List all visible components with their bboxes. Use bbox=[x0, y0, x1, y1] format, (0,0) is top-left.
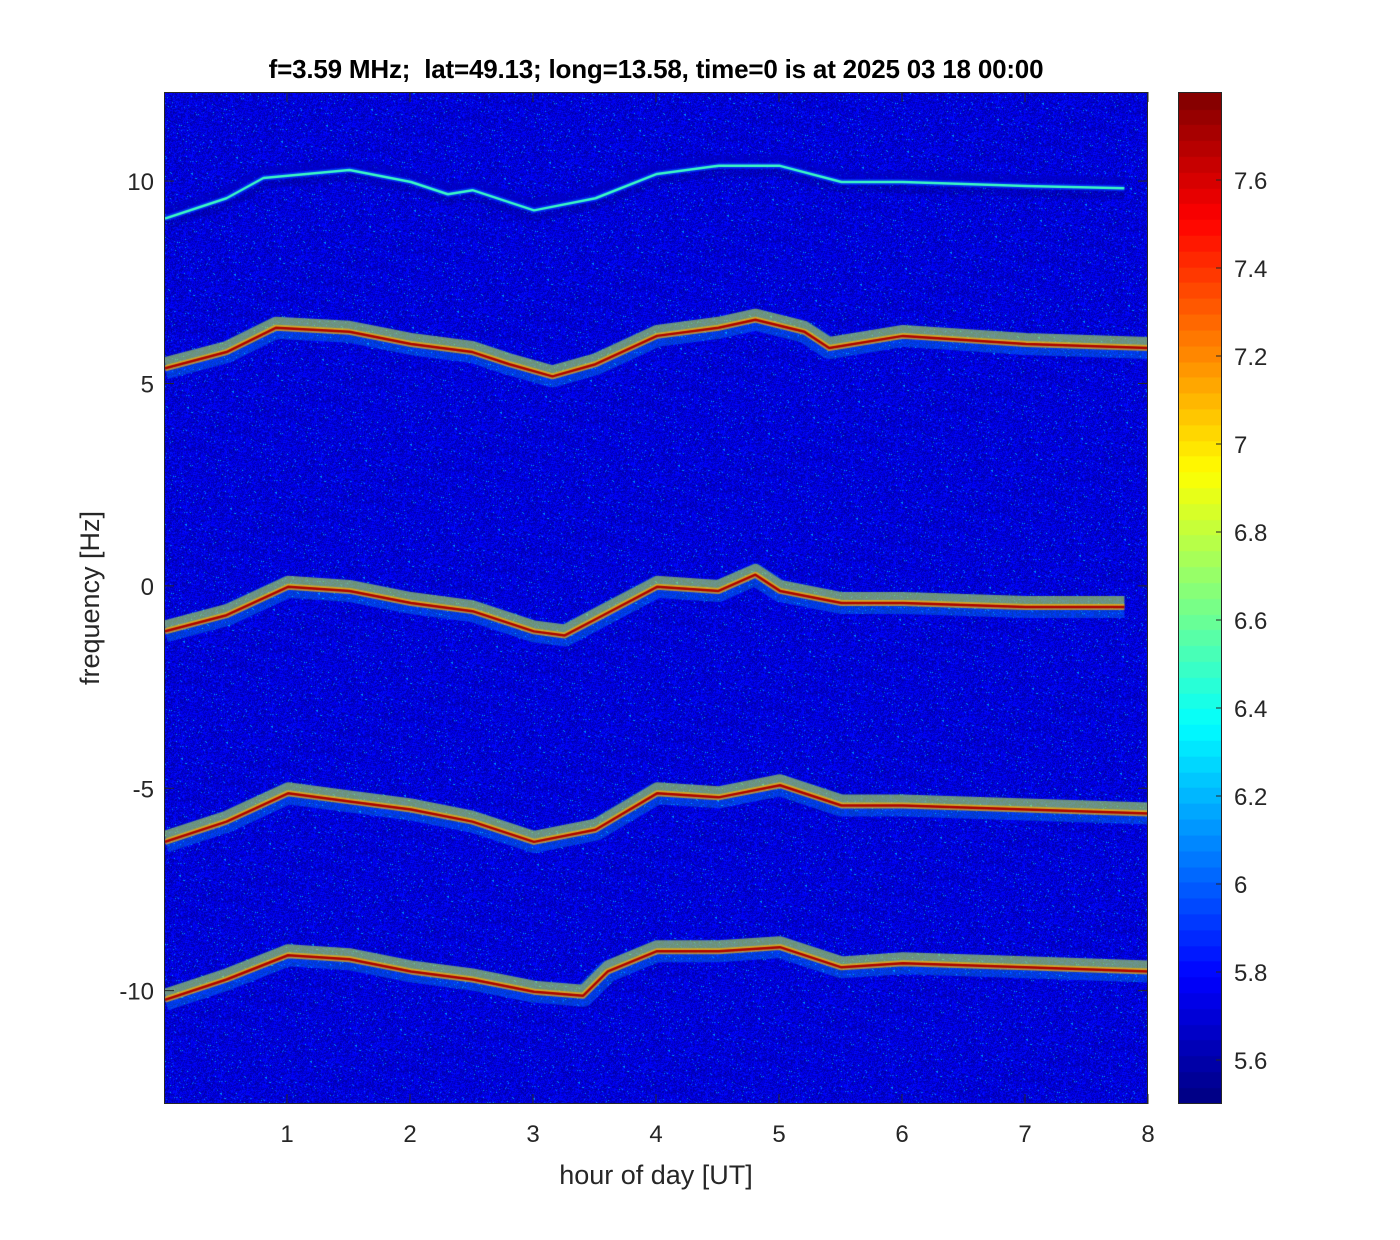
y-tick-label: -5 bbox=[133, 776, 154, 803]
colorbar-tick-label: 7 bbox=[1234, 432, 1247, 459]
colorbar-tick-label: 6.8 bbox=[1234, 520, 1267, 547]
y-tick-label: 5 bbox=[141, 371, 154, 398]
x-tick-label: 1 bbox=[280, 1121, 293, 1148]
x-axis-label: hour of day [UT] bbox=[559, 1160, 753, 1190]
x-tick-label: 8 bbox=[1141, 1121, 1154, 1148]
x-tick-label: 3 bbox=[526, 1121, 539, 1148]
y-tick-label: 0 bbox=[141, 574, 154, 601]
colorbar-tick-label: 5.8 bbox=[1234, 960, 1267, 987]
x-tick-label: 6 bbox=[895, 1121, 908, 1148]
x-tick-label: 2 bbox=[403, 1121, 416, 1148]
chart-title: f=3.59 MHz; lat=49.13; long=13.58, time=… bbox=[268, 54, 1044, 84]
x-tick-label: 7 bbox=[1018, 1121, 1031, 1148]
colorbar-tick-label: 7.4 bbox=[1234, 256, 1267, 283]
x-tick-label: 4 bbox=[649, 1121, 662, 1148]
plot-area bbox=[164, 92, 1148, 1104]
colorbar-tick-label: 5.6 bbox=[1234, 1048, 1267, 1075]
colorbar-tick-label: 6.2 bbox=[1234, 784, 1267, 811]
colorbar-tick-label: 7.2 bbox=[1234, 344, 1267, 371]
colorbar-tick-label: 6.4 bbox=[1234, 696, 1267, 723]
y-tick-label: 10 bbox=[127, 169, 154, 196]
colorbar-tick-label: 6 bbox=[1234, 872, 1247, 899]
y-axis-label: frequency [Hz] bbox=[75, 511, 105, 685]
y-axis-ticks: -10 -5 0 5 10 bbox=[119, 169, 1148, 1006]
x-axis-ticks: 1 2 3 4 5 6 7 8 bbox=[280, 92, 1155, 1148]
colorbar-ticks: 5.6 5.8 6 6.2 6.4 6.6 6.8 7 7.2 7.4 7.6 bbox=[1216, 168, 1267, 1075]
spectrogram-image bbox=[165, 93, 1147, 1103]
x-tick-label: 5 bbox=[772, 1121, 785, 1148]
colorbar-tick-label: 7.6 bbox=[1234, 168, 1267, 195]
colorbar-tick-label: 6.6 bbox=[1234, 608, 1267, 635]
y-tick-label: -10 bbox=[119, 979, 154, 1006]
colorbar bbox=[1178, 92, 1222, 1104]
